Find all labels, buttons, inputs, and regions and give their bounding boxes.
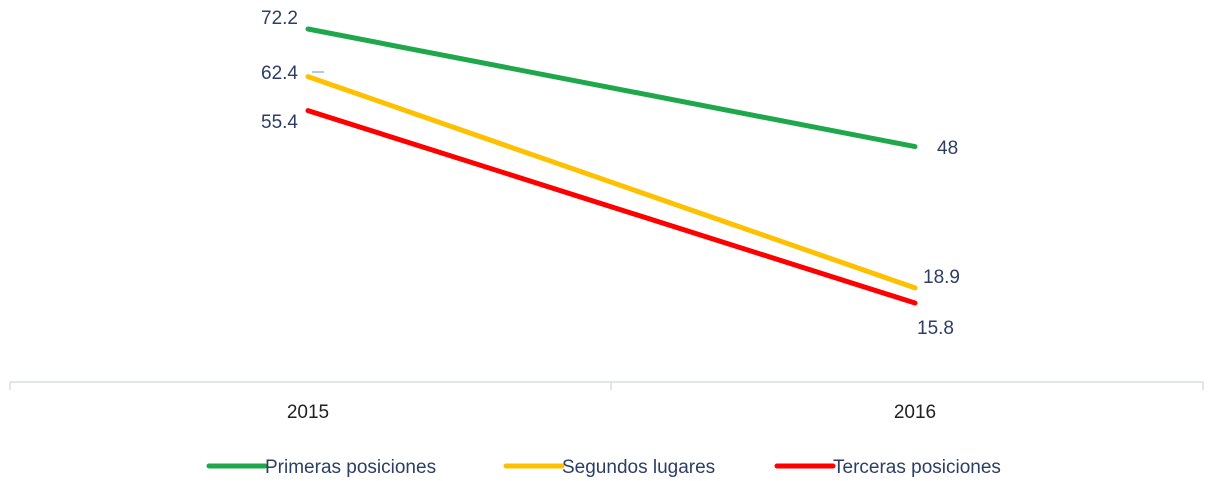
legend-item-segundos-lugares: Segundos lugares: [503, 457, 715, 478]
series-line-terceras-posiciones: [305, 108, 918, 306]
data-labels: 72.2 48 62.4 18.9 55.4 15.8: [261, 8, 960, 339]
x-tick-label-2016: 2016: [894, 402, 936, 423]
x-axis: 2015 2016: [9, 381, 1204, 423]
legend-item-primeras-posiciones: Primeras posiciones: [206, 457, 436, 478]
legend-label: Segundos lugares: [562, 457, 715, 478]
legend: Primeras posiciones Segundos lugares Terce…: [206, 457, 1001, 478]
series-lines: [305, 26, 918, 306]
series-line-segundos-lugares: [305, 74, 918, 291]
series-line-primeras-posiciones: [305, 26, 918, 150]
x-tick-label-2015: 2015: [287, 402, 329, 423]
data-label-terceras-posiciones-2016: 15.8: [917, 318, 954, 339]
data-label-segundos-lugares-2015: 62.4: [261, 63, 298, 84]
data-label-terceras-posiciones-2015: 55.4: [261, 112, 298, 133]
legend-label: Primeras posiciones: [265, 457, 436, 478]
legend-item-terceras-posiciones: Terceras posiciones: [774, 457, 1001, 478]
data-label-segundos-lugares-2016: 18.9: [923, 267, 960, 288]
data-label-primeras-posiciones-2015: 72.2: [261, 8, 298, 29]
data-label-primeras-posiciones-2016: 48: [937, 138, 958, 159]
legend-label: Terceras posiciones: [833, 457, 1001, 478]
